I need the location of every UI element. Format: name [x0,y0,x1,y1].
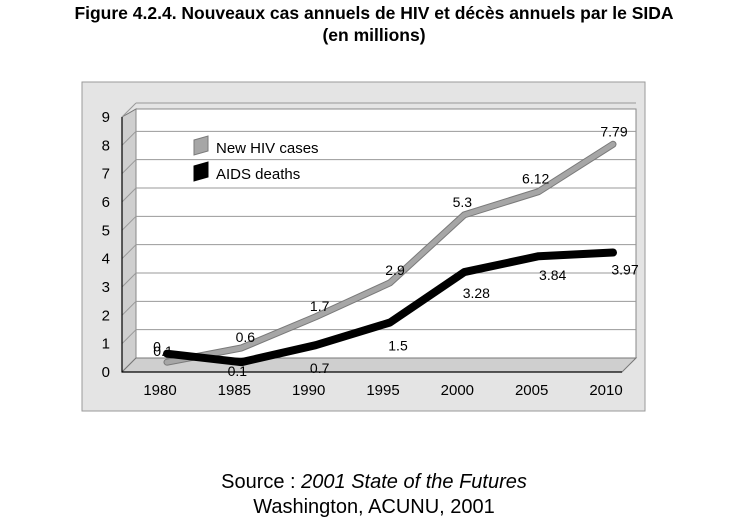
series-line-new-hiv [164,141,616,365]
gridline-depth [121,130,137,146]
y-tick-label: 5 [102,222,110,239]
x-tick-label: 2000 [441,382,474,399]
y-tick-label: 7 [102,166,110,183]
legend-label-aids-deaths: AIDS deaths [216,166,300,183]
data-label-new-hiv: 1.7 [310,298,330,314]
source-title: 2001 State of the Futures [301,471,527,493]
data-label-new-hiv: 5.3 [453,194,473,210]
y-tick-label: 3 [102,279,110,296]
y-tick-label: 0 [102,364,110,381]
gridline-depth [121,102,137,118]
data-label-aids-deaths: 0 [153,339,161,355]
data-label-aids-deaths: 1.5 [388,338,408,354]
data-label-new-hiv: 0.6 [236,329,256,345]
legend-swatch-aids-deaths [193,161,209,182]
source-line2: Washington, ACUNU, 2001 [253,496,495,518]
y-tick-label: 6 [102,194,110,211]
source-citation: Source : 2001 State of the Futures Washi… [0,470,748,520]
x-tick-label: 1995 [366,382,399,399]
gridline-depth [121,159,137,175]
gridline-depth [121,272,137,288]
gridline-depth [121,300,137,316]
chart-title-line1: Figure 4.2.4. Nouveaux cas annuels de HI… [74,3,674,23]
data-label-new-hiv: 0.1 [153,343,173,359]
left-wall [121,108,137,374]
data-label-new-hiv: 7.79 [600,123,627,139]
data-label-aids-deaths: 3.97 [611,262,638,278]
data-label-aids-deaths: 3.84 [539,267,566,283]
hiv-aids-chart: 0 1 2 3 4 5 6 7 8 9 1980 1985 1990 1995 2000 2005 2010 0.… [81,81,646,412]
gridline-depth [121,187,137,203]
y-tick-label: 8 [102,137,110,154]
legend-swatch-new-hiv [193,135,209,156]
source-prefix: Source : [221,471,302,493]
chart-title: Figure 4.2.4. Nouveaux cas annuels de HI… [0,2,748,46]
gridline-depth [121,244,137,260]
x-tick-label: 1980 [143,382,176,399]
y-tick-label: 2 [102,307,110,324]
x-tick-label: 1990 [292,382,325,399]
y-tick-label: 1 [102,336,110,353]
data-label-aids-deaths: 3.28 [463,285,490,301]
data-label-new-hiv: 6.12 [522,171,549,187]
source-line1: Source : 2001 State of the Futures [0,470,748,495]
plot-back-wall [135,108,637,359]
gridline-depth [121,215,137,231]
series-line-aids-deaths [164,249,616,366]
data-label-aids-deaths: 0.1 [228,363,248,379]
x-tick-label: 2005 [515,382,548,399]
data-label-new-hiv: 2.9 [385,262,405,278]
y-tick-label: 9 [102,109,110,126]
x-tick-label: 1985 [218,382,251,399]
x-tick-label: 2010 [589,382,622,399]
y-tick-label: 4 [102,251,110,268]
data-label-aids-deaths: 0.7 [310,360,330,376]
legend-label-new-hiv: New HIV cases [216,140,319,157]
gridline-depth [121,329,137,345]
chart-title-line2: (en millions) [322,25,426,45]
